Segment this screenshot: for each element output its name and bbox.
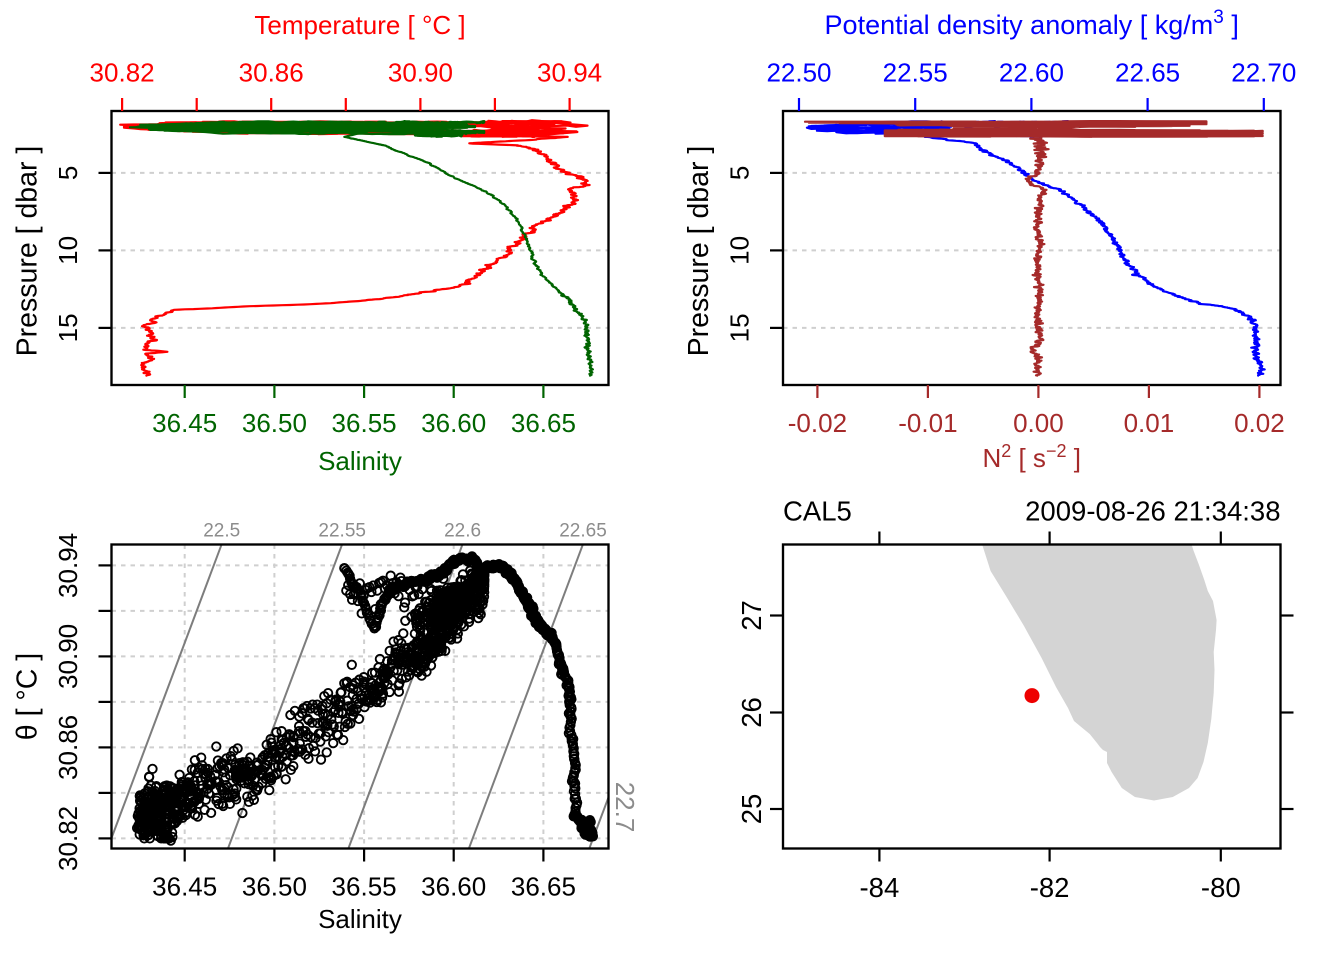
svg-text:22.50: 22.50 bbox=[766, 58, 831, 88]
svg-text:0.02: 0.02 bbox=[1234, 408, 1285, 438]
svg-text:36.50: 36.50 bbox=[242, 872, 307, 902]
svg-text:0.01: 0.01 bbox=[1124, 408, 1175, 438]
svg-text:22.55: 22.55 bbox=[883, 58, 948, 88]
svg-text:-84: -84 bbox=[860, 872, 900, 903]
svg-text:30.82: 30.82 bbox=[53, 806, 83, 871]
svg-text:5: 5 bbox=[725, 166, 755, 180]
svg-text:36.55: 36.55 bbox=[332, 872, 397, 902]
svg-text:-0.02: -0.02 bbox=[788, 408, 847, 438]
svg-text:15: 15 bbox=[53, 313, 83, 342]
svg-text:10: 10 bbox=[725, 236, 755, 265]
svg-text:22.6: 22.6 bbox=[444, 521, 481, 542]
svg-text:N2 [ s−2 ]: N2 [ s−2 ] bbox=[982, 441, 1080, 473]
svg-text:CAL5: CAL5 bbox=[783, 496, 852, 527]
svg-text:0.00: 0.00 bbox=[1013, 408, 1064, 438]
svg-text:30.94: 30.94 bbox=[53, 533, 83, 598]
svg-text:30.94: 30.94 bbox=[537, 58, 602, 88]
svg-text:Salinity: Salinity bbox=[318, 446, 402, 476]
svg-text:36.65: 36.65 bbox=[511, 872, 576, 902]
svg-text:15: 15 bbox=[725, 313, 755, 342]
svg-text:36.45: 36.45 bbox=[152, 408, 217, 438]
svg-text:2009-08-26 21:34:38: 2009-08-26 21:34:38 bbox=[1025, 496, 1280, 527]
svg-text:30.90: 30.90 bbox=[388, 58, 453, 88]
svg-text:36.60: 36.60 bbox=[421, 872, 486, 902]
svg-text:30.82: 30.82 bbox=[90, 58, 155, 88]
svg-text:36.65: 36.65 bbox=[511, 408, 576, 438]
svg-text:36.45: 36.45 bbox=[152, 872, 217, 902]
svg-text:-0.01: -0.01 bbox=[898, 408, 957, 438]
svg-text:θ [ °C ]: θ [ °C ] bbox=[12, 653, 44, 740]
svg-text:22.65: 22.65 bbox=[559, 521, 607, 542]
svg-text:Pressure [ dbar ]: Pressure [ dbar ] bbox=[12, 146, 44, 357]
svg-text:26: 26 bbox=[736, 697, 767, 728]
svg-text:36.60: 36.60 bbox=[421, 408, 486, 438]
svg-text:36.50: 36.50 bbox=[242, 408, 307, 438]
svg-text:-82: -82 bbox=[1030, 872, 1070, 903]
svg-text:-80: -80 bbox=[1201, 872, 1241, 903]
svg-text:22.70: 22.70 bbox=[1231, 58, 1296, 88]
svg-text:Salinity: Salinity bbox=[318, 904, 402, 934]
svg-text:30.86: 30.86 bbox=[239, 58, 304, 88]
svg-text:30.86: 30.86 bbox=[53, 715, 83, 780]
svg-text:36.55: 36.55 bbox=[332, 408, 397, 438]
svg-text:25: 25 bbox=[736, 794, 767, 825]
svg-text:5: 5 bbox=[53, 166, 83, 180]
svg-text:22.5: 22.5 bbox=[203, 521, 240, 542]
svg-text:30.90: 30.90 bbox=[53, 624, 83, 689]
svg-text:10: 10 bbox=[53, 236, 83, 265]
svg-text:22.60: 22.60 bbox=[999, 58, 1064, 88]
svg-text:22.65: 22.65 bbox=[1115, 58, 1180, 88]
svg-text:22.7: 22.7 bbox=[610, 782, 640, 833]
svg-text:Pressure [ dbar ]: Pressure [ dbar ] bbox=[683, 146, 715, 357]
svg-text:27: 27 bbox=[736, 600, 767, 631]
svg-text:Potential density anomaly [ kg: Potential density anomaly [ kg/m3 ] bbox=[825, 7, 1239, 40]
svg-text:Temperature [ °C ]: Temperature [ °C ] bbox=[254, 10, 465, 40]
svg-text:22.55: 22.55 bbox=[318, 521, 366, 542]
